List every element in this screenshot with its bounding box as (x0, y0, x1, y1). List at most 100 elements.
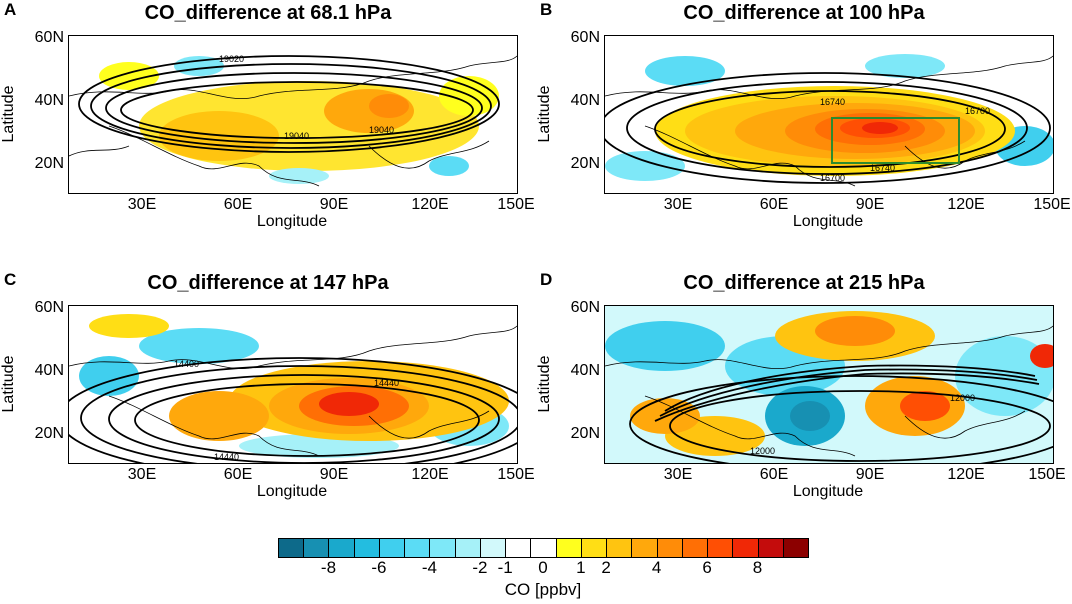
x-tick: 150E (1033, 196, 1071, 213)
map-plot: 16740 16700 16740 16700 (604, 35, 1054, 194)
contour-labels: 19020 19040 19040 (219, 54, 394, 141)
map-plot: 12000 12000 (604, 305, 1054, 464)
x-axis-label: Longitude (792, 213, 864, 230)
colorbar-tick: -6 (371, 558, 387, 577)
contour-label: 16740 (870, 163, 895, 173)
panel-letter: C (4, 270, 17, 289)
x-tick: 30E (663, 466, 693, 483)
colorbar-tick: -4 (421, 558, 437, 577)
colorbar-cell (505, 538, 532, 558)
heatmap-svg: 14400 14440 14440 (69, 314, 517, 463)
x-tick: 60E (223, 466, 253, 483)
panel-letter: A (4, 0, 17, 19)
contour-label: 12000 (950, 393, 975, 403)
x-tick: 90E (319, 196, 349, 213)
x-tick: 90E (319, 466, 349, 483)
x-tick: 60E (223, 196, 253, 213)
y-tick: 40N (34, 92, 64, 109)
x-tick: 150E (497, 466, 535, 483)
colorbar-tick: 6 (702, 558, 712, 577)
colorbar-cell (631, 538, 658, 558)
x-axis-label: Longitude (792, 483, 864, 500)
panel-d: D CO_difference at 215 hPa (536, 270, 1072, 535)
y-axis-label: Latitude (0, 85, 17, 143)
colorbar-cell (656, 538, 683, 558)
colorbar-cell (782, 538, 809, 558)
y-tick: 60N (570, 299, 600, 316)
colorbar-cell (479, 538, 507, 558)
map-plot: 19020 19040 19040 (68, 35, 518, 194)
panel-title: CO_difference at 68.1 hPa (144, 2, 392, 24)
x-tick: 120E (411, 466, 449, 483)
colorbar-cell (328, 538, 355, 558)
x-tick: 90E (855, 466, 885, 483)
colorbar-cell (454, 538, 481, 558)
colorbar-cell (530, 538, 557, 558)
colorbar-cell (580, 538, 608, 558)
colorbar-cell (303, 538, 330, 558)
gph-contours (69, 357, 517, 463)
panel-title: CO_difference at 100 hPa (683, 2, 925, 24)
y-tick: 20N (34, 155, 64, 172)
contour-label: 19040 (284, 131, 309, 141)
anomaly-field (79, 314, 509, 458)
colorbar-tick: 8 (752, 558, 763, 577)
y-axis-label: Latitude (0, 355, 17, 413)
contour-label: 16700 (965, 106, 990, 116)
map-plot: 14400 14440 14440 (68, 305, 518, 464)
contour-label: 16740 (820, 97, 845, 107)
panel-title: CO_difference at 147 hPa (147, 272, 389, 294)
x-tick: 150E (497, 196, 535, 213)
colorbar-tick: -1 (497, 558, 513, 577)
colorbar-tick: 0 (538, 558, 548, 577)
x-axis-label: Longitude (256, 213, 328, 230)
x-tick: 120E (947, 196, 985, 213)
colorbar-cell (606, 538, 633, 558)
contour-labels: 14400 14440 14440 (174, 359, 399, 462)
y-tick: 20N (570, 155, 600, 172)
y-tick: 60N (570, 29, 600, 46)
panel-a: A CO_difference at 68.1 hPa (0, 0, 536, 265)
gph-contours (605, 72, 1051, 184)
heatmap-svg: 16740 16700 16740 16700 (605, 54, 1053, 187)
colorbar-label: CO [ppbv] (504, 580, 582, 599)
colorbar-tick: 4 (651, 558, 662, 577)
colorbar-cell (707, 538, 734, 558)
x-tick: 120E (947, 466, 985, 483)
y-tick: 20N (570, 425, 600, 442)
gph-contours (629, 364, 1053, 463)
colorbar-tick: 1 (576, 558, 586, 577)
panel-letter: D (540, 270, 553, 289)
y-tick: 40N (570, 362, 600, 379)
colorbar-cell (429, 538, 456, 558)
contour-labels: 16740 16700 16740 16700 (820, 97, 990, 183)
study-region-box (831, 117, 960, 164)
panel-title: CO_difference at 215 hPa (683, 272, 925, 294)
y-tick: 60N (34, 299, 64, 316)
contour-label: 12000 (750, 446, 775, 456)
colorbar-tick: -8 (320, 558, 337, 577)
contour-label: 14400 (174, 359, 199, 369)
colorbar-cell (278, 538, 305, 558)
y-tick: 60N (34, 29, 64, 46)
contour-label: 19040 (369, 125, 394, 135)
x-tick: 30E (663, 196, 693, 213)
panel-letter: B (540, 0, 553, 19)
x-tick: 60E (759, 466, 789, 483)
contour-label: 19020 (219, 54, 244, 64)
colorbar-cell (378, 538, 406, 558)
panel-b: B CO_difference at 100 hPa (536, 0, 1072, 265)
gph-contours (78, 55, 500, 153)
colorbar-cell (732, 538, 759, 558)
heatmap-svg: 12000 12000 (605, 306, 1053, 463)
x-tick: 150E (1028, 466, 1066, 483)
contour-labels: 12000 12000 (750, 393, 975, 456)
contour-label: 14440 (374, 378, 399, 388)
x-tick: 120E (411, 196, 449, 213)
contour-label: 14440 (214, 452, 239, 462)
x-tick: 90E (855, 196, 885, 213)
y-axis-label: Latitude (536, 85, 553, 143)
contour-label: 16700 (820, 173, 845, 183)
coastlines (69, 325, 517, 457)
x-tick: 30E (127, 466, 157, 483)
